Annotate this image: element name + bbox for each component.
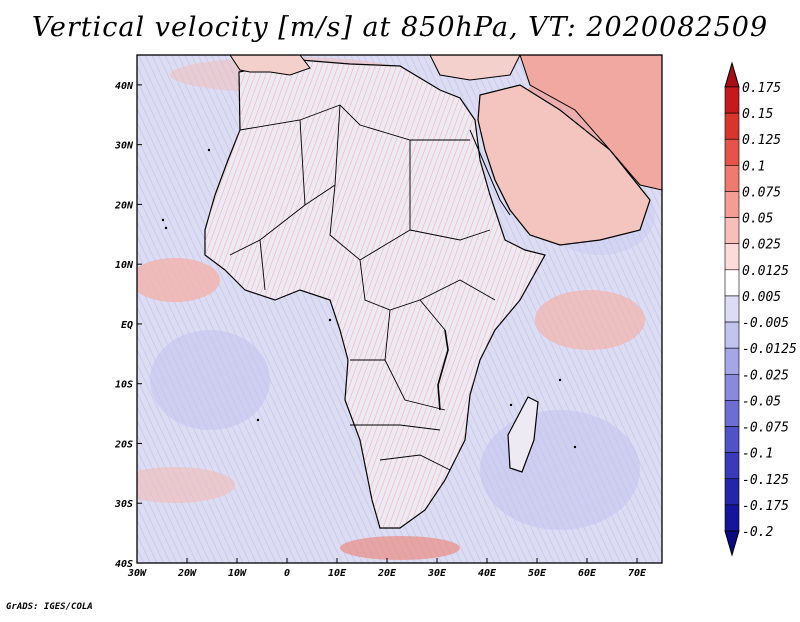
ascent-region bbox=[137, 258, 220, 302]
axis-ticks: 30W 20W 10W 0 10E 20E 30E 40E 50E 60E 70E 40N 30N 20N… bbox=[114, 81, 647, 579]
colorbar-label: -0.125 bbox=[742, 473, 789, 488]
europe-landmass bbox=[229, 55, 311, 76]
map-frame bbox=[136, 54, 663, 564]
colorbar-top-arrow bbox=[724, 61, 740, 88]
colorbar-label: 0.005 bbox=[742, 290, 781, 305]
descent-region bbox=[150, 330, 270, 430]
lon-tick-label: 60E bbox=[578, 568, 597, 579]
descent-region bbox=[480, 410, 640, 530]
lon-tick-label: 70E bbox=[628, 568, 647, 579]
colorbar-swatch bbox=[724, 86, 740, 114]
lon-tick-label: 0 bbox=[284, 568, 290, 579]
colorbar: 0.175 0.15 0.125 0.1 0.075 0.05 0.025 0.0125 0.0… bbox=[724, 61, 797, 557]
colorbar-swatch bbox=[724, 191, 740, 218]
lat-tick-label: 40N bbox=[115, 81, 134, 92]
ascent-region bbox=[137, 467, 235, 503]
lat-tick-label: 20S bbox=[114, 439, 133, 450]
colorbar-label: -0.2 bbox=[742, 525, 773, 540]
colorbar-label: -0.1 bbox=[742, 447, 773, 462]
colorbar-swatch bbox=[724, 426, 740, 453]
colorbar-swatch bbox=[724, 165, 740, 192]
colorbar-swatch bbox=[724, 373, 740, 401]
colorbar-swatch bbox=[724, 138, 740, 166]
colorbar-label: 0.15 bbox=[742, 107, 773, 122]
lat-tick-label: 30S bbox=[114, 499, 133, 510]
colorbar-label: -0.005 bbox=[742, 316, 789, 331]
colorbar-swatch bbox=[724, 504, 740, 532]
colorbar-label: 0.175 bbox=[742, 81, 781, 96]
colorbar-swatch bbox=[724, 217, 740, 245]
lon-tick-label: 20W bbox=[177, 568, 197, 579]
map-title: Vertical velocity [m/s] at 850hPa, VT: 2… bbox=[31, 12, 769, 43]
lat-tick-label: 30N bbox=[114, 141, 134, 152]
colorbar-label: 0.075 bbox=[742, 185, 781, 200]
lat-tick-label: 20N bbox=[114, 200, 134, 211]
colorbar-label: 0.05 bbox=[742, 212, 773, 227]
footer-credit: GrADS: IGES/COLA bbox=[6, 602, 93, 612]
colorbar-swatch bbox=[724, 243, 740, 271]
colorbar-swatch bbox=[724, 452, 740, 480]
red-sea-coast bbox=[469, 129, 511, 216]
great-lakes bbox=[437, 329, 449, 411]
colorbar-swatch bbox=[724, 321, 740, 349]
arabia-landmass bbox=[477, 84, 651, 246]
colorbar-label: 0.1 bbox=[742, 159, 765, 174]
iran-landmass bbox=[519, 55, 662, 191]
colorbar-label: -0.05 bbox=[742, 394, 781, 409]
colorbar-swatch bbox=[724, 347, 740, 375]
colorbar-label: -0.075 bbox=[742, 421, 789, 436]
lon-tick-label: 30W bbox=[127, 568, 147, 579]
map-field bbox=[137, 55, 662, 563]
lon-tick-label: 20E bbox=[377, 568, 397, 579]
colorbar-label: 0.125 bbox=[742, 133, 781, 148]
lat-tick-label: 10N bbox=[115, 260, 134, 271]
colorbar-swatch bbox=[724, 269, 740, 297]
colorbar-label: 0.025 bbox=[742, 238, 781, 253]
lon-tick-label: 50E bbox=[528, 568, 547, 579]
lat-tick-label: 10S bbox=[115, 380, 133, 391]
colorbar-label: -0.0125 bbox=[742, 342, 797, 357]
lon-tick-label: 10W bbox=[228, 568, 247, 579]
ascent-region bbox=[535, 290, 645, 350]
turkey-landmass bbox=[429, 55, 521, 81]
ascent-region bbox=[340, 536, 460, 560]
colorbar-swatch bbox=[724, 295, 740, 323]
madagascar-landmass bbox=[507, 396, 539, 473]
colorbar-swatch bbox=[724, 400, 740, 427]
lat-tick-label: EQ bbox=[121, 320, 133, 331]
colorbar-label: 0.0125 bbox=[742, 264, 789, 279]
colorbar-label: -0.175 bbox=[742, 499, 789, 514]
lon-tick-label: 10E bbox=[328, 568, 347, 579]
land-texture bbox=[205, 60, 545, 528]
lon-tick-label: 30E bbox=[427, 568, 447, 579]
island-markers bbox=[161, 148, 577, 449]
lat-tick-label: 40S bbox=[115, 559, 133, 570]
colorbar-label: -0.025 bbox=[742, 368, 789, 383]
colorbar-bottom-arrow bbox=[724, 530, 740, 557]
colorbar-swatch bbox=[724, 478, 740, 506]
lon-tick-label: 40E bbox=[478, 568, 497, 579]
colorbar-swatch bbox=[724, 112, 740, 140]
country-borders bbox=[229, 104, 496, 471]
